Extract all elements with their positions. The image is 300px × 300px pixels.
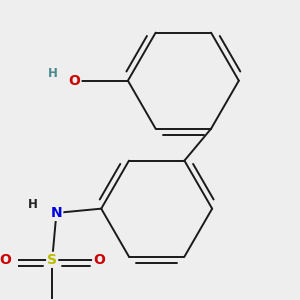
Text: S: S (47, 253, 57, 267)
Text: H: H (28, 198, 38, 211)
Text: N: N (51, 206, 62, 220)
Text: O: O (69, 74, 80, 88)
Text: O: O (93, 253, 105, 267)
Text: O: O (0, 253, 11, 267)
Text: H: H (48, 67, 58, 80)
